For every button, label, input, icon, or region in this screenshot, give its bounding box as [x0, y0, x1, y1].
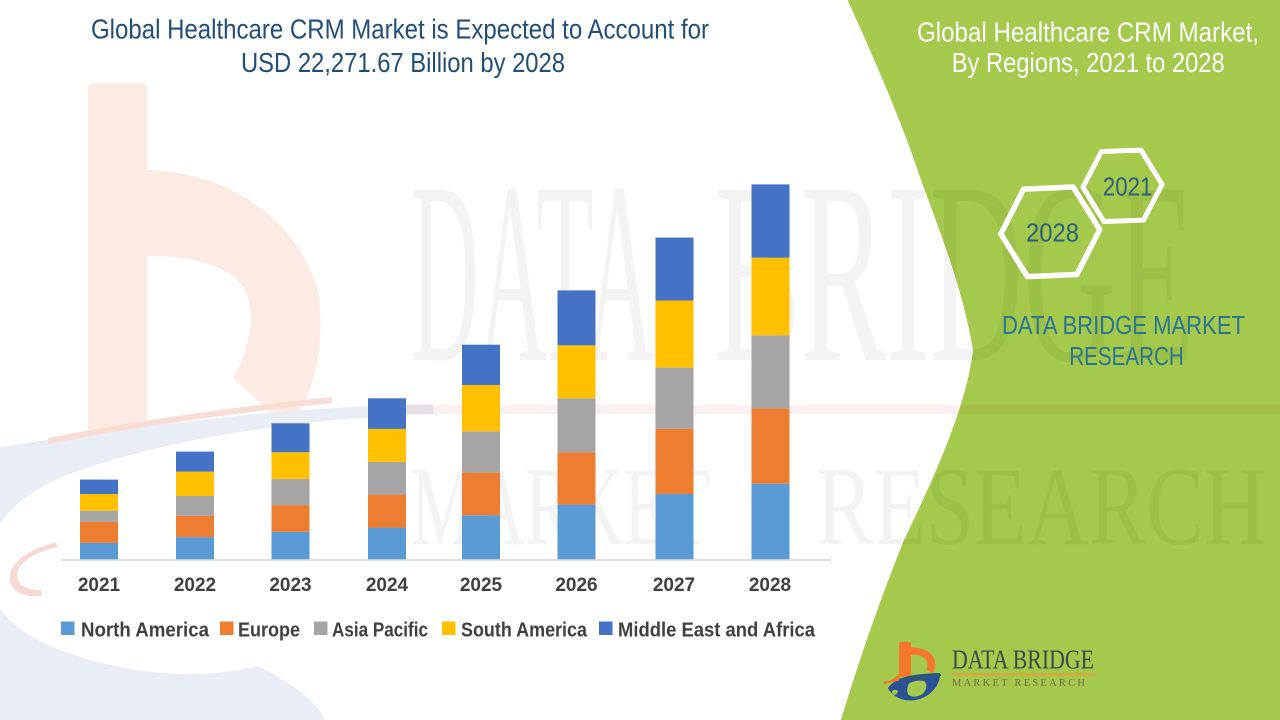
svg-text:2028: 2028 [749, 575, 791, 596]
svg-text:DATA BRIDGE: DATA BRIDGE [952, 643, 1094, 674]
svg-text:2021: 2021 [78, 575, 121, 596]
svg-text:2024: 2024 [366, 575, 409, 596]
svg-text:Asia Pacific: Asia Pacific [332, 620, 428, 642]
svg-text:2026: 2026 [555, 575, 597, 596]
svg-text:2021: 2021 [1103, 172, 1153, 202]
svg-text:RESEARCH: RESEARCH [816, 445, 1266, 569]
svg-text:By Regions, 2021 to 2028: By Regions, 2021 to 2028 [952, 47, 1225, 78]
svg-text:2022: 2022 [174, 575, 216, 596]
svg-text:Europe: Europe [238, 620, 300, 642]
svg-text:Middle East and Africa: Middle East and Africa [618, 620, 816, 642]
svg-text:North America: North America [81, 620, 210, 642]
svg-text:2028: 2028 [1026, 218, 1079, 248]
svg-text:DATA BRIDGE MARKET: DATA BRIDGE MARKET [1002, 310, 1245, 340]
svg-text:2025: 2025 [460, 575, 503, 596]
svg-text:DATA: DATA [411, 129, 654, 417]
svg-text:MARKET RESEARCH: MARKET RESEARCH [952, 678, 1085, 689]
svg-text:Global Healthcare CRM Market i: Global Healthcare CRM Market is Expected… [91, 14, 709, 45]
svg-text:2027: 2027 [653, 575, 695, 596]
svg-text:2023: 2023 [269, 575, 311, 596]
svg-text:Global Healthcare CRM Market,: Global Healthcare CRM Market, [917, 17, 1259, 48]
svg-text:BRIDGE: BRIDGE [714, 129, 1195, 417]
svg-text:USD 22,271.67 Billion by 2028: USD 22,271.67 Billion by 2028 [241, 47, 565, 78]
svg-text:RESEARCH: RESEARCH [1069, 341, 1184, 371]
svg-text:South America: South America [461, 620, 588, 642]
